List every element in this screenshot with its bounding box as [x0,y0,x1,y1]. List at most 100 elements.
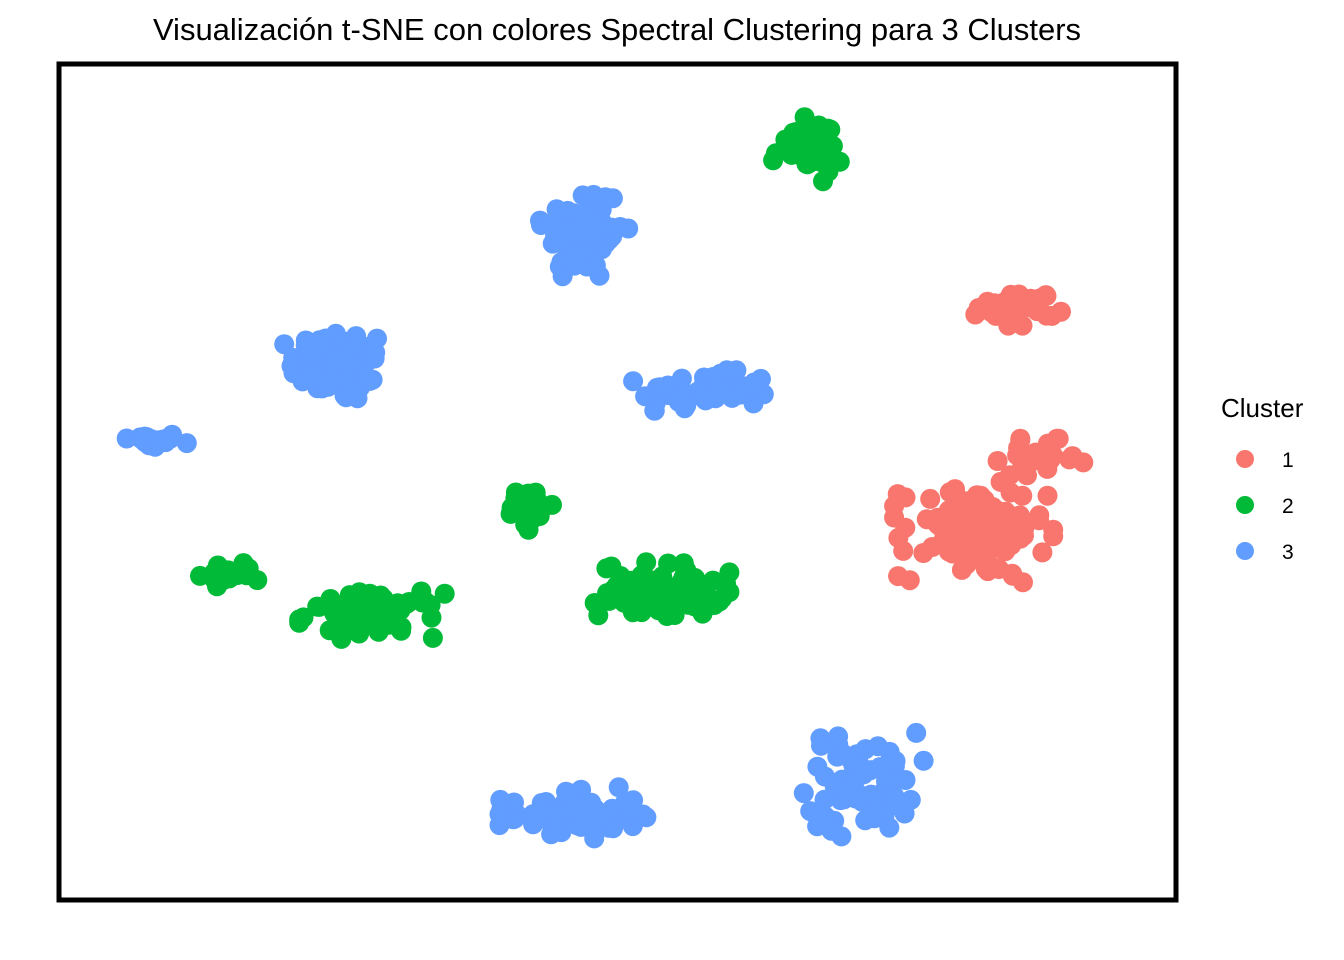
data-point-cluster-3 [864,808,885,829]
data-point-cluster-3 [839,780,860,801]
legend-key-3 [1236,542,1254,560]
data-point-cluster-3 [364,348,385,369]
data-point-cluster-2 [622,601,643,621]
data-point-cluster-3 [337,344,358,365]
data-point-cluster-2 [326,602,346,623]
data-point-cluster-3 [674,398,695,419]
data-point-cluster-1 [1006,302,1027,322]
data-point-cluster-1 [1073,452,1094,473]
data-point-cluster-2 [234,557,255,578]
data-point-cluster-3 [618,218,639,239]
data-point-cluster-3 [568,224,589,245]
data-point-cluster-1 [1014,454,1035,475]
data-point-cluster-2 [658,553,679,574]
data-point-cluster-2 [775,129,796,150]
data-point-cluster-3 [716,360,737,381]
data-point-cluster-1 [951,559,972,580]
data-point-cluster-1 [1002,563,1023,584]
data-point-cluster-3 [644,400,665,421]
data-point-cluster-3 [695,390,716,411]
data-point-cluster-1 [920,488,941,509]
data-point-cluster-3 [879,817,900,838]
data-point-cluster-3 [807,816,828,837]
data-point-cluster-1 [928,514,948,535]
data-point-cluster-2 [380,605,401,626]
data-point-cluster-3 [576,256,597,277]
data-point-cluster-3 [347,388,368,409]
data-point-cluster-3 [885,751,906,771]
data-point-cluster-1 [884,496,905,516]
data-point-cluster-1 [888,566,909,587]
data-point-cluster-2 [696,585,717,606]
data-point-cluster-3 [524,811,545,832]
data-point-cluster-2 [642,589,663,609]
legend-label-2: 2 [1282,495,1294,518]
data-point-cluster-3 [828,726,849,747]
chart-title: Visualización t-SNE con colores Spectral… [153,12,1081,47]
data-point-cluster-3 [623,371,644,392]
data-point-cluster-2 [584,593,605,613]
data-point-cluster-1 [893,540,914,561]
data-point-cluster-1 [1051,301,1071,322]
data-point-cluster-3 [574,804,595,825]
data-point-cluster-2 [608,575,629,596]
legend: Cluster 1 2 3 [1221,393,1304,564]
data-point-cluster-3 [708,378,729,399]
data-point-cluster-3 [793,783,814,804]
data-point-cluster-3 [583,184,604,205]
legend-key-1 [1236,450,1254,468]
data-point-cluster-1 [1048,428,1069,449]
data-point-cluster-1 [1037,485,1058,506]
data-point-cluster-3 [154,429,175,450]
data-point-cluster-2 [519,501,540,522]
data-point-cluster-3 [302,344,323,365]
data-point-cluster-3 [807,756,828,777]
data-point-cluster-3 [301,364,322,385]
data-point-cluster-1 [1029,505,1050,526]
data-point-cluster-3 [811,735,831,756]
legend-title: Cluster [1221,393,1304,423]
legend-entries: 1 2 3 [1236,449,1294,564]
data-point-cluster-3 [913,750,934,771]
plot-panel-border [56,61,1179,903]
data-point-cluster-3 [359,370,380,391]
data-point-cluster-1 [965,304,986,325]
data-point-cluster-1 [1043,519,1064,540]
data-point-cluster-3 [283,363,304,384]
data-point-cluster-1 [895,517,916,538]
data-point-cluster-3 [861,784,882,805]
data-point-cluster-1 [1031,442,1052,463]
data-point-cluster-2 [422,627,443,648]
data-point-cluster-3 [608,777,629,798]
data-point-cluster-3 [855,739,876,760]
data-point-cluster-2 [373,588,394,609]
data-point-cluster-2 [806,128,827,149]
data-point-cluster-2 [309,596,330,617]
data-point-cluster-3 [906,722,927,743]
data-point-cluster-1 [975,558,996,579]
data-point-cluster-1 [987,451,1008,471]
data-point-cluster-2 [676,560,697,581]
data-point-cluster-3 [574,203,595,224]
data-point-cluster-2 [796,153,817,174]
legend-key-2 [1236,496,1254,514]
data-point-cluster-3 [136,427,157,447]
data-point-cluster-2 [289,612,310,633]
data-point-cluster-1 [1032,542,1053,563]
data-point-cluster-3 [321,371,342,392]
data-point-cluster-1 [1008,520,1029,541]
legend-label-1: 1 [1282,449,1294,472]
data-point-cluster-1 [913,543,934,563]
data-point-cluster-3 [895,770,916,790]
data-point-cluster-2 [344,607,365,627]
data-point-cluster-2 [542,494,562,515]
data-point-cluster-3 [632,804,653,825]
data-point-cluster-3 [869,757,890,778]
data-point-cluster-2 [781,144,802,165]
data-point-cluster-1 [945,521,966,542]
data-point-cluster-2 [421,607,442,628]
data-point-cluster-3 [800,801,821,822]
points-layer [116,107,1094,849]
data-point-cluster-2 [190,565,210,586]
